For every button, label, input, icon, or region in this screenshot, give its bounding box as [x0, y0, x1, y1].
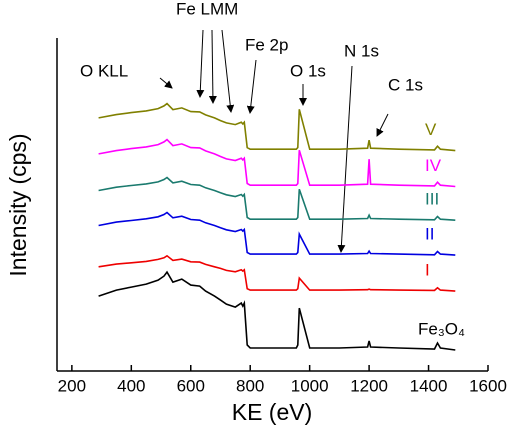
series-line — [98, 211, 456, 256]
y-axis-label: Intensity (cps) — [5, 133, 31, 276]
series-label: IV — [425, 156, 442, 175]
x-tick-label: 200 — [58, 376, 86, 395]
annotation: O 1s — [290, 61, 326, 80]
arrow — [337, 65, 353, 253]
x-tick-label: 1400 — [410, 376, 448, 395]
series-line — [98, 138, 456, 188]
arrow — [196, 29, 205, 98]
arrow — [221, 29, 235, 113]
x-tick-label: 1000 — [291, 376, 329, 395]
series-line — [98, 102, 456, 152]
annotation: Fe LMM — [176, 0, 238, 18]
x-tick-label: 400 — [117, 376, 145, 395]
series-label: I — [425, 261, 430, 280]
x-axis-label: KE (eV) — [232, 399, 313, 425]
x-tick-label: 1200 — [350, 376, 388, 395]
arrow — [208, 29, 217, 104]
arrow — [376, 113, 389, 137]
series-label: Fe₃O₄ — [418, 320, 465, 339]
series-line — [98, 254, 456, 292]
series-label: II — [425, 225, 434, 244]
series-line — [98, 270, 456, 351]
annotation: Fe 2p — [245, 35, 288, 54]
x-tick-label: 600 — [177, 376, 205, 395]
x-tick-label: 1600 — [469, 376, 507, 395]
series-line — [98, 176, 456, 221]
annotation: N 1s — [344, 41, 379, 60]
annotation: O KLL — [80, 61, 128, 80]
series-label: V — [425, 120, 437, 139]
annotation: C 1s — [388, 75, 423, 94]
arrow — [246, 59, 257, 114]
series-label: III — [425, 190, 439, 209]
arrow — [159, 77, 173, 89]
x-tick-label: 800 — [236, 376, 264, 395]
